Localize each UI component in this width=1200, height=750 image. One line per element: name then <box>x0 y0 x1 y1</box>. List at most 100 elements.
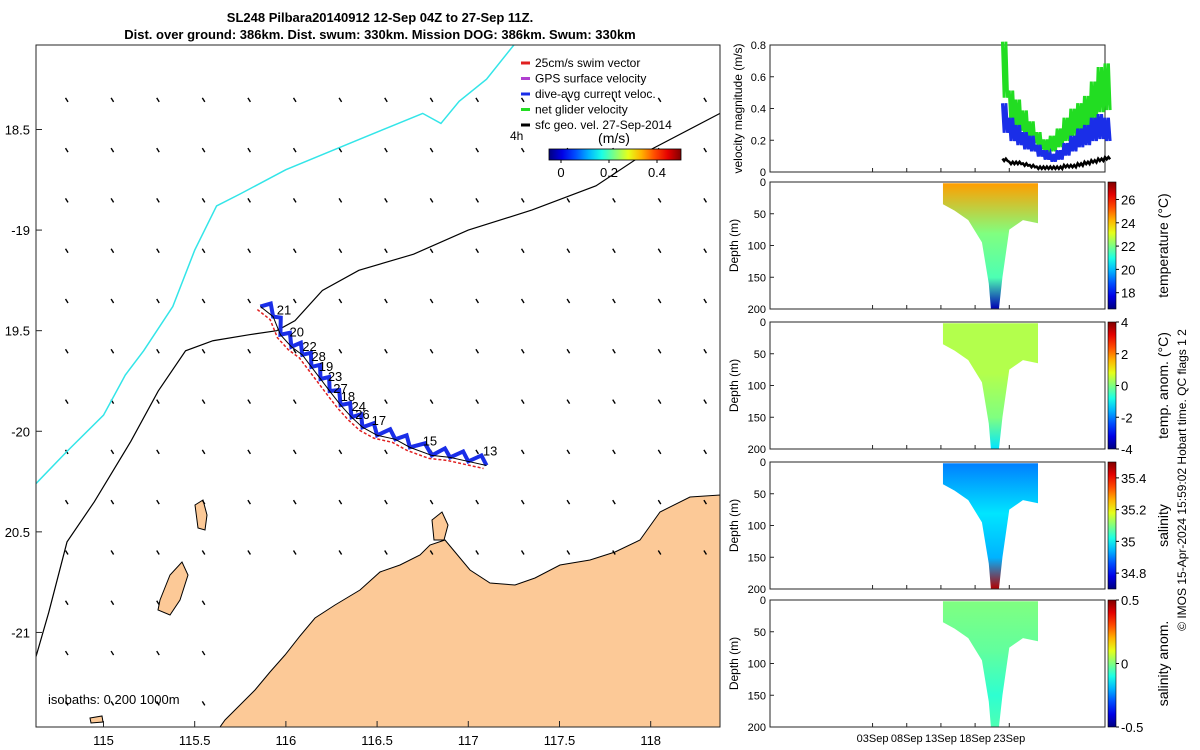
x-tick-label: 116.5 <box>361 733 393 748</box>
colorbar-label: temp. anom. (°C) <box>1155 332 1171 439</box>
velocity-arrow <box>612 348 616 354</box>
depth-tick-label: 200 <box>748 584 766 596</box>
time-tick-label: 13Sep <box>925 733 957 745</box>
day-label: 27 <box>333 381 347 396</box>
colorbar-label: salinity <box>1155 504 1171 547</box>
velocity-arrow <box>110 650 115 656</box>
velocity-arrow <box>110 550 115 555</box>
velocity-arrow <box>520 550 525 555</box>
velocity-series-line <box>1000 103 1112 163</box>
colorbar-tick-label: 35.4 <box>1121 471 1146 486</box>
velocity-arrow <box>156 248 160 254</box>
colorbar-tick-label: 20 <box>1121 262 1135 277</box>
section-background <box>770 322 1105 449</box>
mainland-land <box>219 494 721 728</box>
y-tick-label: 20.5 <box>5 525 30 540</box>
section-colorbar <box>1107 181 1117 310</box>
copyright-note: © IMOS 15-Apr-2024 15:59:02 Hobart time.… <box>1175 329 1189 631</box>
section-y-axis-label: Depth (m) <box>727 359 741 412</box>
velocity-arrow <box>384 97 388 103</box>
velocity-arrow <box>566 248 571 254</box>
colorbar-tick-label: 2 <box>1121 347 1128 362</box>
velocity-arrow <box>520 97 525 103</box>
colorbar-tick-label: 24 <box>1121 216 1135 231</box>
depth-tick-label: 200 <box>748 722 766 734</box>
velocity-arrow <box>338 97 343 103</box>
depth-tick-label: 50 <box>754 349 766 361</box>
velocity-arrow <box>247 499 252 505</box>
section-background <box>770 182 1105 309</box>
velocity-arrow <box>612 550 616 555</box>
velocity-arrow <box>429 248 434 254</box>
velocity-arrow <box>64 600 69 606</box>
colorbar-unit-label: (m/s) <box>598 130 630 146</box>
velocity-arrow <box>429 198 434 203</box>
colorbar-label: salinity anom. <box>1155 621 1171 707</box>
velocity-arrow <box>338 550 343 555</box>
section-background <box>770 600 1105 727</box>
depth-tick-label: 100 <box>748 241 766 253</box>
velocity-arrow <box>657 298 662 304</box>
velocity-arrow <box>612 449 616 455</box>
velocity-arrow <box>703 248 708 254</box>
velocity-arrow <box>475 198 480 203</box>
velocity-arrow <box>703 97 708 103</box>
velocity-arrow <box>201 700 206 706</box>
velocity-arrow <box>566 399 571 404</box>
velocity-arrow <box>201 399 206 404</box>
velocity-arrow <box>475 550 480 555</box>
colorbar-tick-label: -4 <box>1121 442 1133 457</box>
velocity-arrow <box>64 399 69 404</box>
velocity-arrow <box>703 198 708 203</box>
depth-tick-label: 200 <box>748 304 766 316</box>
depth-tick-label: 150 <box>748 412 766 424</box>
velocity-arrow <box>156 449 160 455</box>
day-label: 13 <box>483 443 497 458</box>
depth-tick-label: 100 <box>748 381 766 393</box>
velocity-arrow <box>292 248 297 254</box>
velocity-arrow <box>520 399 525 404</box>
velocity-arrow <box>520 348 525 354</box>
x-tick-label: 116 <box>276 733 297 748</box>
y-tick-label: 18.5 <box>5 122 30 137</box>
velocity-arrow <box>520 449 525 455</box>
velocity-arrow <box>110 348 115 354</box>
island-land <box>194 499 208 531</box>
velocity-arrow <box>201 499 206 505</box>
depth-tick-label: 150 <box>748 272 766 284</box>
section-colorbar <box>1107 461 1117 590</box>
day-label: 22 <box>302 339 316 354</box>
velocity-series-line <box>1001 154 1112 172</box>
colorbar-tick-label: -0.5 <box>1121 720 1143 735</box>
x-tick-label: 115.5 <box>179 733 211 748</box>
colorbar-tick-label: 0 <box>1121 379 1128 394</box>
depth-tick-label: 0 <box>760 317 766 329</box>
depth-tick-label: 150 <box>748 552 766 564</box>
velocity-y-tick-label: 0.8 <box>751 40 766 52</box>
velocity-arrow <box>247 449 252 455</box>
velocity-arrow <box>657 198 662 203</box>
velocity-arrow <box>475 499 480 505</box>
velocity-arrow <box>566 550 571 555</box>
velocity-colorbar <box>548 148 682 161</box>
colorbar-tick-label: 0 <box>1121 657 1128 672</box>
velocity-arrow <box>247 198 252 203</box>
velocity-arrow <box>703 348 708 354</box>
velocity-arrow <box>520 198 525 203</box>
velocity-arrow <box>156 550 160 555</box>
x-tick-label: 118 <box>640 733 661 748</box>
colorbar-label: temperature (°C) <box>1155 193 1171 297</box>
velocity-arrow <box>156 650 160 656</box>
velocity-arrow <box>64 650 69 656</box>
velocity-arrow <box>64 550 69 555</box>
velocity-arrow <box>201 198 206 203</box>
velocity-arrow <box>110 97 115 103</box>
velocity-arrow <box>429 147 434 153</box>
colorbar-tick-label: 22 <box>1121 239 1135 254</box>
depth-tick-label: 0 <box>760 177 766 189</box>
legend-label: sfc geo. vel. 27-Sep-2014 <box>535 118 672 132</box>
velocity-arrow <box>612 97 616 103</box>
velocity-arrow <box>612 298 616 304</box>
y-tick-label: -19 <box>11 223 30 238</box>
